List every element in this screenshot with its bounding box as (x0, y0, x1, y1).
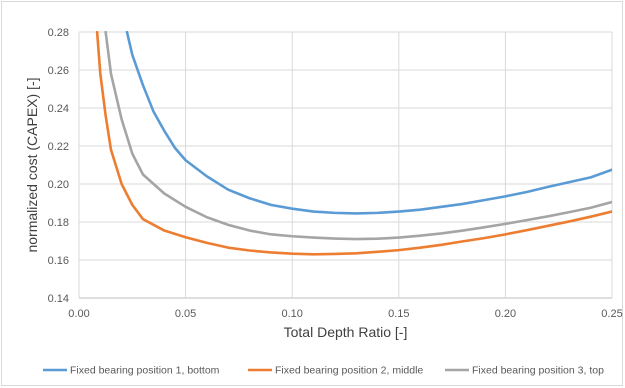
series-line-2 (95, 31, 612, 256)
y-tick-label: 0.24 (48, 103, 69, 115)
legend-label-1: Fixed bearing position 1, bottom (70, 365, 220, 377)
legend-label-3: Fixed bearing position 3, top (472, 365, 604, 377)
y-axis-title: normalized cost (CAPEX) [-] (24, 77, 40, 252)
x-tick-label: 0.05 (175, 308, 196, 320)
x-tick-labels: 0.00 0.05 0.10 0.15 0.20 0.25 (68, 308, 622, 320)
x-tick-label: 0.10 (281, 308, 302, 320)
y-tick-labels: 0.14 0.16 0.18 0.20 0.22 0.24 0.26 0.28 (48, 27, 69, 305)
legend-label-2: Fixed bearing position 2, middle (275, 365, 423, 377)
y-tick-label: 0.16 (48, 255, 69, 267)
x-tick-label: 0.25 (601, 308, 622, 320)
x-tick-label: 0.20 (495, 308, 516, 320)
legend: Fixed bearing position 1, bottom Fixed be… (43, 365, 604, 377)
series-lines (95, 31, 612, 256)
x-tick-label: 0.15 (388, 308, 409, 320)
gridlines (78, 31, 613, 299)
x-tick-label: 0.00 (68, 308, 89, 320)
series-line-1 (125, 31, 612, 215)
y-tick-label: 0.22 (48, 141, 69, 153)
x-axis-title: Total Depth Ratio [-] (284, 324, 408, 340)
y-tick-label: 0.18 (48, 217, 69, 229)
y-tick-label: 0.20 (48, 179, 69, 191)
y-tick-label: 0.28 (48, 27, 69, 39)
y-tick-label: 0.26 (48, 65, 69, 77)
series-line-3 (104, 31, 612, 241)
y-tick-label: 0.14 (48, 293, 69, 305)
